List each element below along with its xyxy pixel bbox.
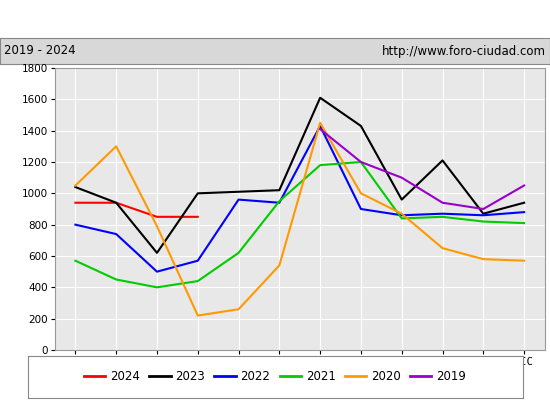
Legend: 2024, 2023, 2022, 2021, 2020, 2019: 2024, 2023, 2022, 2021, 2020, 2019 (79, 366, 471, 388)
Text: Evolucion Nº Turistas Nacionales en el municipio de Cobisa: Evolucion Nº Turistas Nacionales en el m… (31, 12, 519, 26)
Text: http://www.foro-ciudad.com: http://www.foro-ciudad.com (382, 44, 546, 58)
Text: 2019 - 2024: 2019 - 2024 (4, 44, 76, 58)
